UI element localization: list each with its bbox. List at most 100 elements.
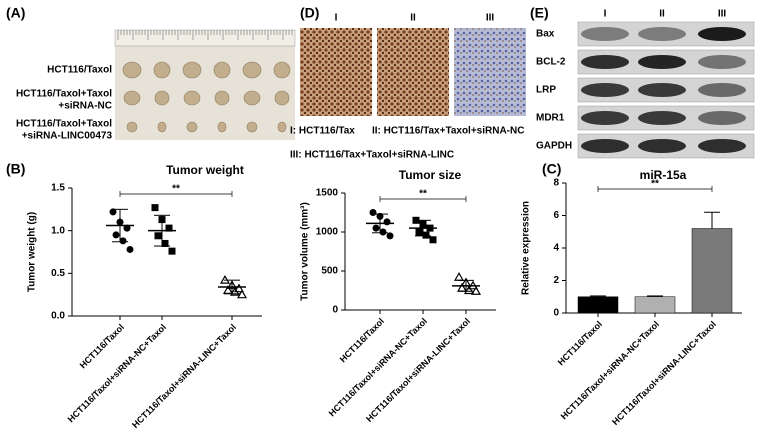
data-point (463, 285, 475, 295)
tumor (242, 61, 262, 79)
tumor (246, 121, 258, 133)
y-tick-label: 1500 (316, 188, 339, 199)
tumor (183, 90, 201, 106)
band (698, 111, 746, 125)
band (698, 27, 746, 41)
legend-text: III: HCT116/Tax+Taxol+siRNA-LINC (290, 150, 454, 161)
y-tick-label: 8 (553, 178, 559, 189)
band (698, 83, 746, 97)
data-point (415, 228, 423, 236)
data-point (154, 232, 162, 240)
y-tick-label: 0.5 (51, 268, 65, 279)
tumor (217, 121, 227, 133)
tumor (157, 121, 167, 133)
y-tick-label: 0 (553, 308, 559, 319)
column-header: II (410, 13, 416, 24)
y-tick-label: 0.0 (51, 311, 65, 322)
data-point (119, 237, 127, 245)
y-tick-label: 2 (553, 275, 559, 286)
y-tick-label: 1.0 (51, 225, 65, 236)
band (581, 111, 629, 125)
y-tick-label: 1.5 (51, 183, 65, 194)
tumor (214, 90, 230, 106)
y-tick-label: 6 (553, 210, 559, 221)
chart-title: Tumor weight (166, 163, 244, 177)
group-label: HCT116/Taxol+Taxol (16, 89, 112, 100)
row-label: GAPDH (536, 141, 572, 152)
group-label: +siRNA-NC (58, 101, 112, 112)
tumor (273, 61, 291, 79)
band (581, 55, 629, 69)
band (638, 111, 686, 125)
panel-label: (A) (6, 5, 25, 21)
tumor (153, 61, 171, 79)
significance-label: ** (172, 184, 180, 195)
data-point (161, 239, 169, 247)
significance-label: ** (651, 179, 659, 190)
data-point (422, 231, 430, 239)
ihc-image (454, 28, 526, 116)
tumor (123, 90, 141, 106)
tumor (243, 90, 261, 106)
data-point (386, 232, 394, 240)
data-point (429, 236, 437, 244)
band (698, 139, 746, 153)
tumor (126, 121, 138, 133)
x-tick-label: HCT116/Taxol (556, 319, 604, 367)
tumor (213, 61, 231, 79)
chart-title: Tumor size (399, 168, 462, 182)
panel-label: (E) (530, 5, 549, 21)
column-header: II (659, 9, 665, 20)
charts: Tumor weight Tumor weight (g) 0.0 0.5 1.0 1.5… (27, 163, 742, 430)
panel-label: (C) (542, 161, 561, 177)
data-point (151, 204, 159, 212)
group-label: +siRNA-LINC00473 (22, 131, 113, 142)
band (638, 55, 686, 69)
data-point (109, 208, 117, 216)
chart-title: miR-15a (640, 168, 687, 182)
panel-label: (D) (300, 5, 319, 21)
data-point (233, 283, 245, 293)
data-point (112, 231, 120, 239)
x-tick-label: HCT116/Taxol+siRNA-NC+Taxol (559, 319, 661, 421)
y-tick-label: 4 (553, 243, 559, 254)
significance-label: ** (419, 189, 427, 200)
y-tick-label: 0 (332, 305, 338, 316)
group-label: HCT116/Taxol (47, 65, 112, 76)
y-tick-label: 1000 (316, 227, 339, 238)
ihc-image (300, 28, 372, 116)
data-point (123, 224, 131, 232)
column-header: I (604, 9, 607, 20)
tumor (182, 61, 202, 79)
band (581, 139, 629, 153)
band (638, 27, 686, 41)
y-axis-label: Tumor volume (mm³) (300, 202, 311, 301)
data-point (379, 228, 387, 236)
legend-text: I: HCT116/Tax (290, 126, 355, 137)
band (581, 27, 629, 41)
y-axis-label: Tumor weight (g) (27, 212, 38, 292)
column-header: III (718, 9, 727, 20)
tumor (154, 90, 170, 106)
band (581, 83, 629, 97)
band (698, 55, 746, 69)
row-label: BCL-2 (536, 57, 566, 68)
group-label: HCT116/Taxol+Taxol (16, 119, 112, 130)
legend-text: II: HCT116/Tax+Taxol+siRNA-NC (372, 126, 524, 137)
y-axis-label: Relative expression (521, 201, 532, 295)
tumor (186, 121, 198, 133)
row-label: MDR1 (536, 113, 565, 124)
panel-label: (B) (6, 161, 25, 177)
y-tick-label: 500 (321, 266, 338, 277)
band (638, 83, 686, 97)
tumor (274, 90, 290, 106)
tumors (122, 61, 291, 133)
x-tick-label: HCT116/Taxol+siRNA-LINC+Taxol (610, 319, 718, 427)
band (638, 139, 686, 153)
data-point (168, 247, 176, 255)
data-point (165, 224, 173, 232)
data-point (383, 218, 391, 226)
bar (634, 296, 676, 314)
western-blot: Bax BCL-2 LRP MDR1 GAPDH (536, 21, 755, 159)
